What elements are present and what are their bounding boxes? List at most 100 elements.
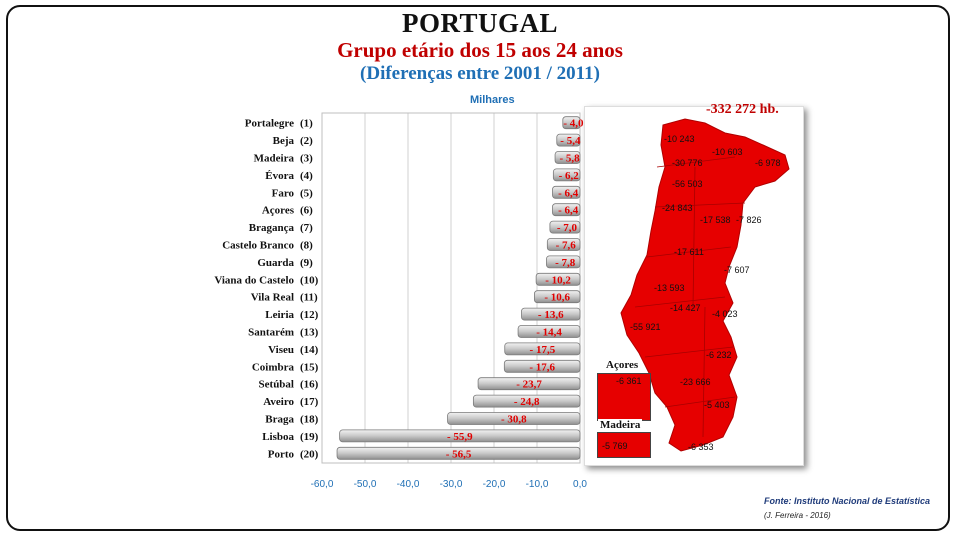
category-label: Açores	[262, 205, 295, 217]
x-tick-label: -50,0	[354, 479, 377, 490]
category-label: Madeira	[254, 153, 295, 165]
unit-label: Milhares	[470, 94, 515, 106]
madeira-inset: -5 769	[597, 432, 651, 458]
rank-label: (9)	[300, 257, 313, 269]
mainland-map-shape	[620, 118, 790, 452]
rank-label: (7)	[300, 222, 313, 234]
data-label: - 13,6	[538, 309, 564, 321]
map-district-value: -6 353	[688, 442, 714, 452]
source-note: Fonte: Instituto Nacional de Estatística	[764, 496, 931, 506]
bar	[554, 151, 581, 164]
rank-label: (20)	[300, 448, 319, 460]
category-label: Santarém	[248, 327, 294, 339]
subtitle-period: (Diferenças entre 2001 / 2011)	[360, 63, 600, 84]
author-note: (J. Ferreira - 2016)	[764, 511, 831, 520]
rank-label: (17)	[300, 396, 319, 408]
map-district-value: -6 978	[755, 158, 781, 168]
rank-label: (6)	[300, 205, 313, 217]
x-tick-label: -20,0	[483, 479, 506, 490]
bar	[339, 429, 581, 443]
category-label: Leiria	[265, 309, 294, 321]
category-label: Porto	[268, 448, 295, 460]
rank-label: (3)	[300, 153, 313, 165]
category-label: Coimbra	[252, 361, 295, 373]
data-label: - 6,4	[558, 187, 579, 199]
category-label: Viseu	[268, 344, 294, 356]
acores-inset: -6 361	[597, 373, 651, 421]
category-label: Beja	[273, 135, 295, 147]
bar	[477, 377, 581, 391]
portugal-map	[620, 118, 790, 452]
bar	[546, 255, 581, 269]
rank-label: (13)	[300, 327, 319, 339]
data-label: - 14,4	[536, 327, 562, 339]
category-label: Vila Real	[251, 292, 294, 304]
map-district-value: -7 826	[736, 215, 762, 225]
rank-label: (2)	[300, 135, 313, 147]
data-label: - 17,6	[529, 361, 555, 373]
map-district-value: -14 427	[670, 303, 701, 313]
bar	[546, 238, 581, 251]
x-tick-label: -10,0	[526, 479, 549, 490]
bar	[504, 342, 581, 356]
bar	[549, 220, 581, 234]
category-label: Aveiro	[263, 396, 294, 408]
data-label: - 7,8	[555, 257, 576, 269]
x-tick-label: 0,0	[573, 479, 587, 490]
bar	[562, 116, 581, 130]
data-label: - 6,4	[558, 205, 579, 217]
map-district-value: -55 921	[630, 322, 661, 332]
madeira-value: -5 769	[602, 441, 628, 451]
map-district-value: -56 503	[672, 179, 703, 189]
map-district-value: -17 538	[700, 215, 731, 225]
data-label: - 17,5	[530, 344, 556, 356]
bar	[552, 168, 581, 182]
data-label: - 10,6	[544, 292, 570, 304]
rank-label: (1)	[300, 118, 313, 130]
data-label: - 56,5	[446, 448, 472, 460]
district-borders	[634, 156, 746, 438]
subtitle: Grupo etário dos 15 aos 24 anos	[337, 38, 623, 62]
data-label: - 6,2	[559, 170, 580, 182]
map-district-value: -24 843	[662, 203, 693, 213]
category-label: Castelo Branco	[222, 240, 294, 252]
bar	[534, 290, 581, 304]
data-label: - 10,2	[545, 274, 571, 286]
category-label: Portalegre	[245, 118, 294, 130]
rank-label: (5)	[300, 187, 313, 199]
x-tick-label: -30,0	[440, 479, 463, 490]
category-label: Braga	[265, 414, 294, 426]
category-label: Bragança	[249, 222, 295, 234]
rank-label: (14)	[300, 344, 319, 356]
map-district-value: -10 603	[712, 147, 743, 157]
category-label: Guarda	[257, 257, 294, 269]
madeira-label: Madeira	[598, 419, 643, 431]
rank-label: (16)	[300, 379, 319, 391]
rank-label: (18)	[300, 414, 319, 426]
data-label: - 24,8	[514, 396, 540, 408]
map-district-value: -6 232	[706, 350, 732, 360]
bar	[552, 203, 581, 217]
category-label: Lisboa	[262, 431, 294, 443]
plot-area	[321, 112, 581, 464]
map-district-value: -7 607	[724, 265, 750, 275]
map-district-value: -17 611	[674, 247, 704, 257]
data-label: - 23,7	[516, 379, 542, 391]
rank-label: (4)	[300, 170, 313, 182]
x-tick-label: -40,0	[397, 479, 420, 490]
bar	[503, 359, 581, 373]
bar	[556, 133, 581, 147]
rank-label: (12)	[300, 309, 319, 321]
map-district-value: -13 593	[654, 283, 685, 293]
data-label: - 55,9	[447, 431, 473, 443]
bar	[517, 325, 581, 338]
x-tick-label: -60,0	[311, 479, 334, 490]
bar	[521, 307, 581, 321]
map-district-value: -5 403	[704, 400, 730, 410]
slide-frame	[6, 5, 950, 531]
bar	[552, 185, 581, 199]
bar	[336, 446, 581, 460]
rank-label: (19)	[300, 431, 319, 443]
data-label: - 7,6	[556, 240, 577, 252]
main-title: PORTUGAL	[401, 8, 559, 38]
